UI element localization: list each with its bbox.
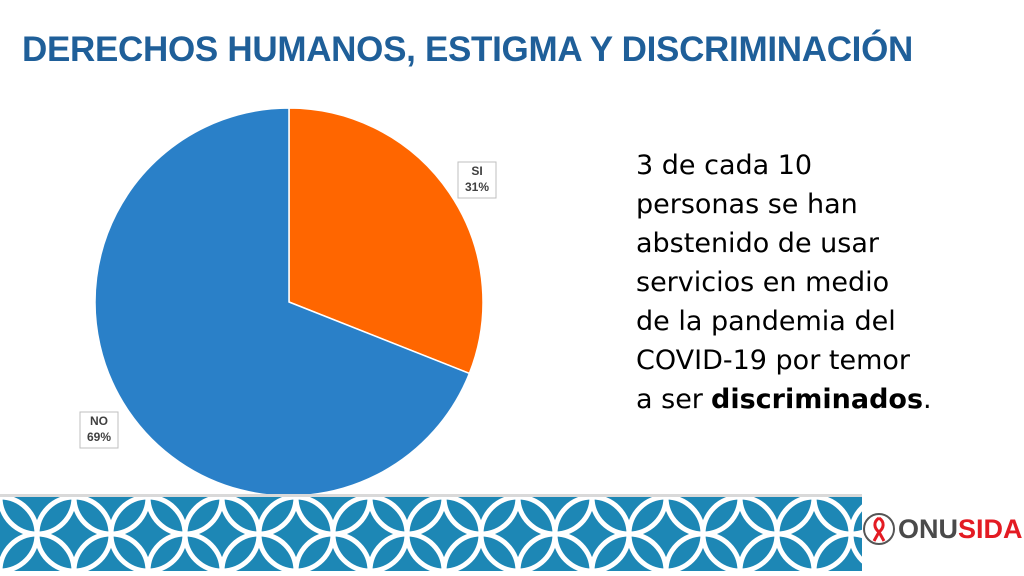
text-line: personas se han <box>636 189 858 220</box>
text: a ser <box>636 384 703 415</box>
logo-text: SIDA <box>958 513 1023 544</box>
label-category: SI <box>471 164 482 178</box>
emphasis: discriminados <box>711 384 924 415</box>
text-line: abstenido de usar <box>636 228 879 259</box>
text-line: servicios en medio <box>636 267 890 298</box>
strip-border <box>0 494 862 497</box>
data-label: SI 31% <box>457 161 497 199</box>
logo: ONU SIDA <box>862 512 1023 546</box>
label-value: 31% <box>465 180 489 194</box>
text-line: a ser discriminados. <box>636 380 932 419</box>
text-line: COVID-19 por temor <box>636 345 910 376</box>
decorative-strip <box>0 497 862 571</box>
pie-slice <box>288 107 484 375</box>
label-box <box>457 161 497 199</box>
text-line: 3 de cada 10 <box>636 150 813 181</box>
label-value: 69% <box>87 430 111 444</box>
description: 3 de cada 10 personas se han abstenido de … <box>636 146 932 419</box>
logo-emblem <box>863 513 895 545</box>
text: . <box>923 384 932 415</box>
data-label: NO 69% <box>79 411 119 449</box>
logo-text: ONU <box>898 513 958 544</box>
label-box <box>79 411 119 449</box>
pie-slice <box>94 107 471 497</box>
text-line: de la pandemia del <box>636 306 896 337</box>
slide-title: DERECHOS HUMANOS, ESTIGMA Y DISCRIMINACI… <box>22 30 913 69</box>
label-category: NO <box>90 414 108 428</box>
